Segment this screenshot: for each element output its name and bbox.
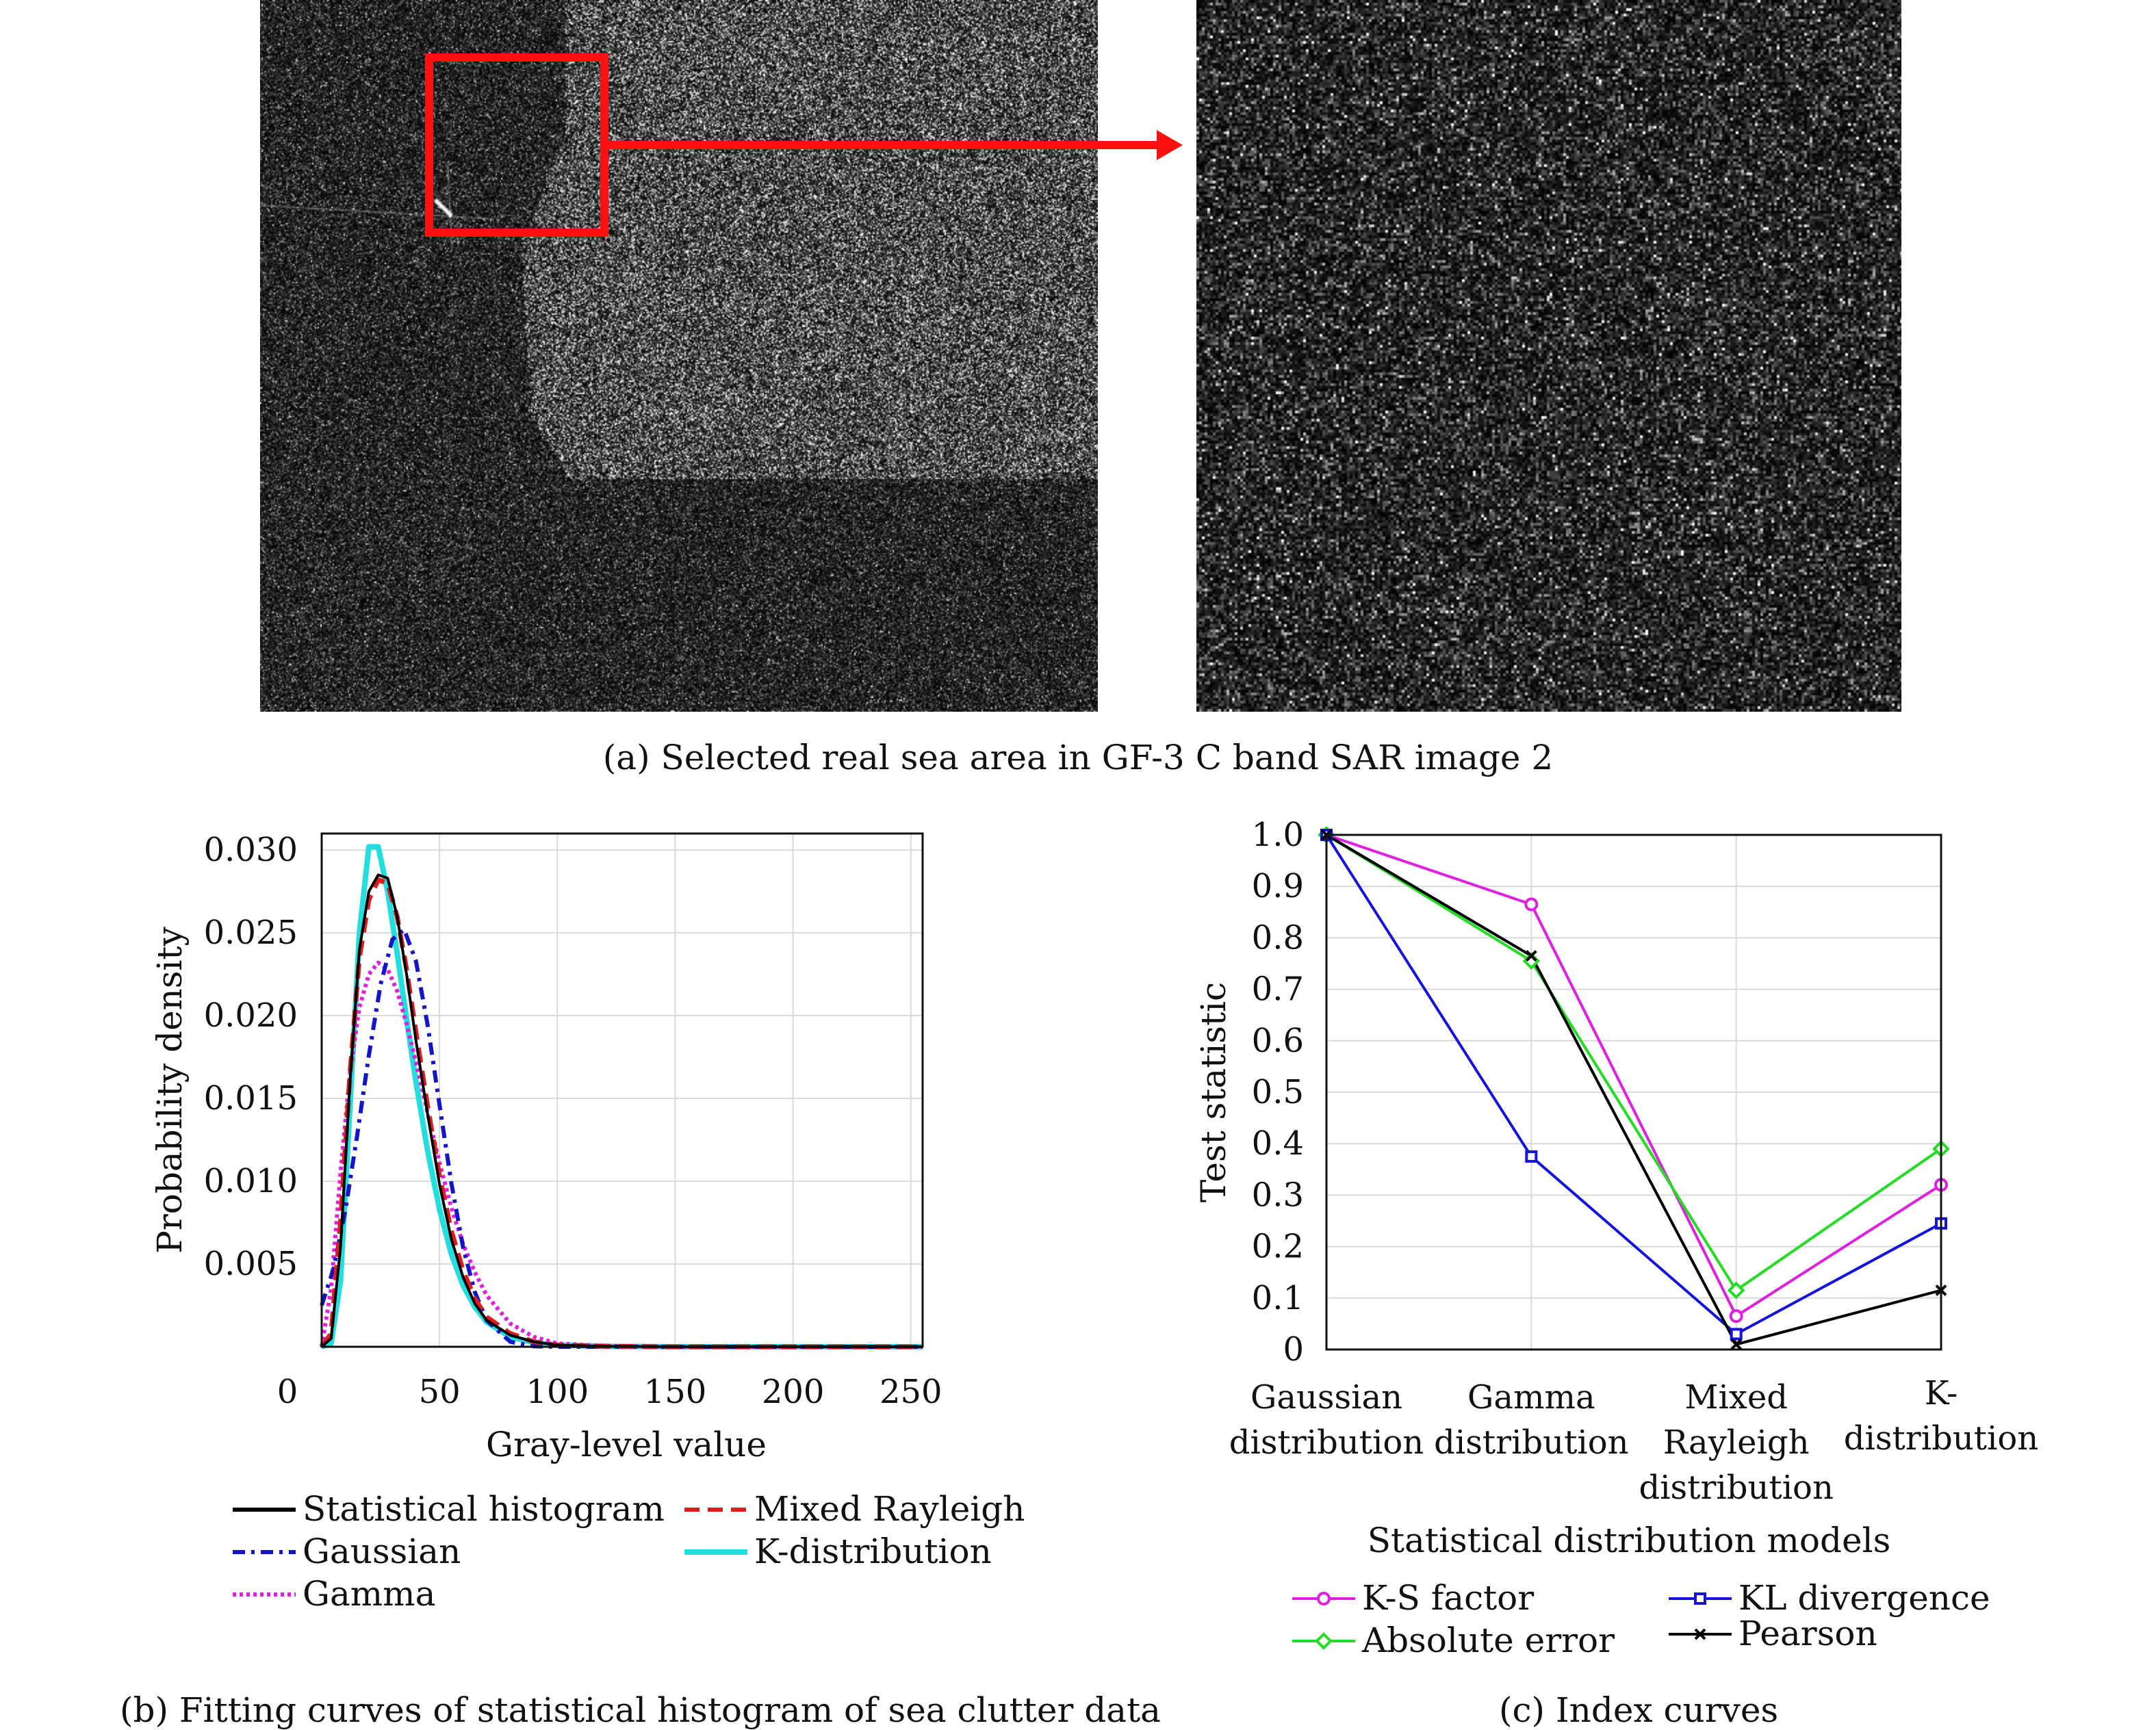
chart-c-category-label-line: K-	[1925, 1374, 1958, 1412]
chart-b-series-line	[320, 873, 923, 1348]
chart-c-point	[1694, 1592, 1706, 1605]
chart-c-category-label-line: distribution	[1229, 1423, 1424, 1462]
chart-b-y-tick-label: 0.025	[204, 914, 298, 952]
chart-b-series-line	[320, 877, 923, 1350]
chart-c-y-tick-label: 0	[1283, 1330, 1304, 1369]
chart-b-x-ticks: 0 50 100 150 200 250	[277, 1373, 942, 1411]
chart-c-point	[1729, 1309, 1743, 1324]
chart-b-x-tick-label: 0	[277, 1373, 298, 1411]
chart-c-y-ticks: 0 0.1 0.2 0.3 0.4 0.5 0.6 0.7 0.8 0.9 1.0	[1252, 816, 1304, 1369]
caption-a: (a) Selected real sea area in GF-3 C ban…	[602, 738, 1554, 777]
chart-c-y-tick-label: 0.4	[1252, 1124, 1304, 1163]
chart-c-category-label: Gamma distribution	[1434, 1378, 1628, 1462]
zoom-arrow-head	[1157, 130, 1183, 160]
chart-c-category-label-line: distribution	[1434, 1423, 1628, 1462]
chart-c-y-tick-label: 0.8	[1252, 918, 1304, 957]
chart-c-legend: K-S factor KL divergence Absolute error Pea…	[1292, 1578, 1990, 1660]
chart-b-legend-label: Statistical histogram	[303, 1489, 665, 1529]
chart-c-point	[1317, 1592, 1331, 1605]
chart-b-fitting-curves: 0 50 100 150 200 250 0.005 0.010 0.015 0.020 0.02…	[150, 831, 1025, 1614]
chart-b-series	[320, 844, 923, 1350]
chart-c-y-tick-label: 0.6	[1252, 1022, 1304, 1060]
chart-b-y-tick-label: 0.030	[204, 831, 298, 869]
chart-c-category-label-line: Mixed	[1684, 1378, 1788, 1417]
chart-c-point	[1525, 1150, 1538, 1163]
chart-c-series	[1318, 826, 1950, 1350]
chart-b-x-tick-label: 100	[526, 1373, 589, 1411]
chart-b-grid	[322, 834, 923, 1347]
chart-c-y-axis-label: Test statistic	[1194, 982, 1233, 1202]
chart-b-legend: Statistical histogram Mixed Rayleigh Gauss…	[233, 1489, 1025, 1614]
chart-c-y-tick-label: 0.7	[1252, 970, 1304, 1009]
caption-c: (c) Index curves	[1499, 1690, 1779, 1730]
chart-c-y-tick-label: 0.3	[1252, 1176, 1304, 1214]
chart-b-y-tick-label: 0.005	[204, 1245, 298, 1283]
chart-c-series-line	[1325, 834, 1942, 1346]
chart-c-legend-label: KL divergence	[1738, 1578, 1990, 1618]
chart-c-x-axis-label: Statistical distribution models	[1368, 1521, 1891, 1560]
chart-c-grid	[1326, 835, 1941, 1350]
selection-box	[425, 53, 608, 237]
chart-c-category-label-line: distribution	[1639, 1469, 1833, 1507]
chart-b-x-tick-label: 200	[762, 1373, 825, 1411]
chart-c-category-label-line: Rayleigh	[1663, 1423, 1810, 1462]
chart-b-y-axis-label: Probability density	[150, 927, 190, 1254]
chart-c-index-curves: 0 0.1 0.2 0.3 0.4 0.5 0.6 0.7 0.8 0.9 1.0 Gaussian…	[1194, 816, 2038, 1660]
chart-b-y-tick-label: 0.020	[204, 996, 298, 1035]
chart-b-x-tick-label: 250	[880, 1373, 942, 1411]
chart-b-legend-label: K-distribution	[754, 1532, 992, 1571]
chart-c-point	[1727, 1281, 1745, 1300]
chart-c-category-label-line: Gamma	[1467, 1378, 1595, 1417]
chart-b-x-axis-label: Gray-level value	[486, 1425, 767, 1464]
chart-c-y-tick-label: 1.0	[1252, 816, 1304, 854]
chart-b-legend-label: Mixed Rayleigh	[754, 1489, 1025, 1529]
chart-b-legend-label: Gaussian	[303, 1532, 461, 1571]
caption-b: (b) Fitting curves of statistical histog…	[120, 1690, 1161, 1730]
chart-b-series-line	[320, 844, 923, 1350]
chart-c-category-label: K-distribution	[1844, 1374, 2038, 1458]
chart-c-category-label-line: Gaussian	[1250, 1378, 1402, 1417]
chart-b-legend-label: Gamma	[303, 1574, 435, 1614]
chart-c-y-tick-label: 0.9	[1252, 867, 1304, 905]
chart-c-legend-label: Absolute error	[1361, 1621, 1615, 1660]
chart-b-series-line	[320, 960, 923, 1349]
sar-image-zoomed-patch	[1196, 0, 1901, 712]
chart-c-point	[1524, 897, 1539, 912]
chart-c-y-tick-label: 0.1	[1252, 1279, 1304, 1317]
chart-c-legend-label: K-S factor	[1362, 1578, 1534, 1618]
chart-c-category-label: Gaussian distribution	[1229, 1378, 1424, 1462]
chart-c-series-line	[1325, 834, 1942, 1336]
chart-c-frame	[1325, 834, 1942, 1351]
chart-c-category-label-line: distribution	[1844, 1419, 2038, 1458]
chart-b-y-tick-label: 0.015	[204, 1079, 298, 1118]
chart-c-x-category-labels: GaussiandistributionGammadistributionMix…	[1229, 1374, 2038, 1507]
chart-b-y-tick-label: 0.010	[204, 1162, 298, 1200]
chart-b-frame	[320, 832, 924, 1348]
sar-image-full-scene	[260, 0, 1098, 712]
chart-c-series-line	[1326, 834, 1942, 1318]
chart-c-legend-label: Pearson	[1738, 1614, 1877, 1653]
chart-c-point	[1525, 950, 1537, 962]
chart-c-series-line	[1325, 834, 1942, 1293]
chart-c-y-tick-label: 0.2	[1252, 1228, 1304, 1266]
chart-c-y-tick-label: 0.5	[1252, 1073, 1304, 1111]
chart-c-point	[1730, 1328, 1743, 1341]
chart-c-point	[1315, 1632, 1333, 1650]
chart-c-point	[1694, 1628, 1706, 1640]
chart-b-x-tick-label: 150	[644, 1373, 707, 1411]
chart-c-category-label: Mixed Rayleigh distribution	[1639, 1378, 1833, 1507]
chart-c-point	[1730, 1339, 1743, 1350]
chart-b-y-ticks: 0.005 0.010 0.015 0.020 0.025 0.030	[204, 831, 298, 1283]
chart-b-x-tick-label: 50	[419, 1373, 461, 1411]
